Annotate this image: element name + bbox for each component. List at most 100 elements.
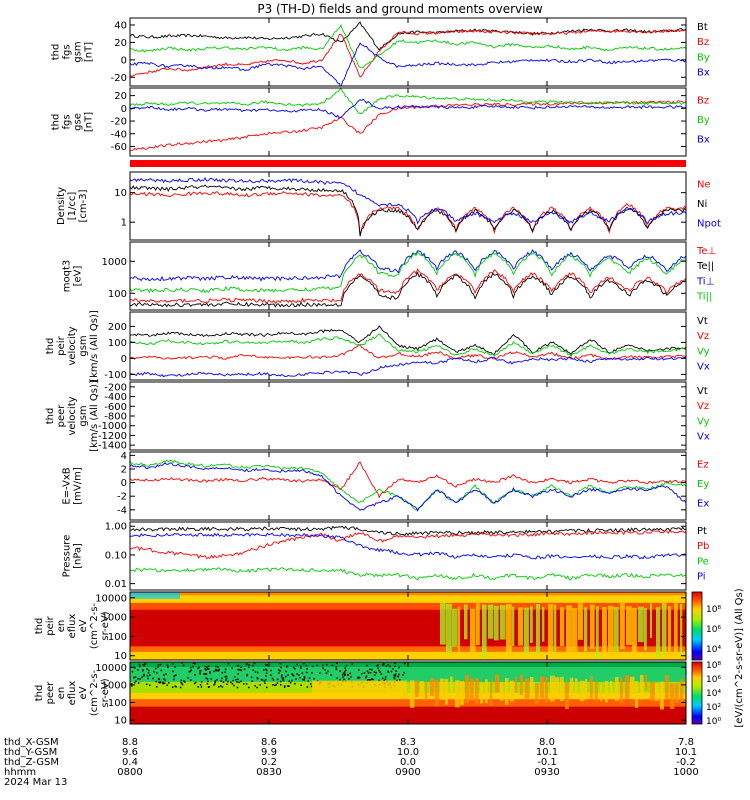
spectrogram-streak xyxy=(485,679,488,704)
spectrogram-streak xyxy=(536,604,540,655)
spectrogram-speck xyxy=(141,676,143,678)
spectrogram-speck xyxy=(253,662,256,665)
y-axis-label-line: thd xyxy=(51,114,62,131)
spectrogram-speck xyxy=(270,669,272,672)
spectrogram-streak xyxy=(566,605,572,654)
y-axis-label-line: [nPa] xyxy=(73,543,84,569)
spectrogram-streak xyxy=(506,603,512,654)
spectrogram-speck xyxy=(347,674,349,676)
spectrogram-image xyxy=(130,662,686,724)
spectrogram-speck xyxy=(276,678,279,681)
spectrogram-streak xyxy=(470,608,476,654)
spectrogram-speck xyxy=(343,678,345,681)
spectrogram-band xyxy=(130,693,686,700)
legend-entry: Pb xyxy=(697,541,709,552)
y-tick-label: -1400 xyxy=(98,441,127,452)
y-axis-label-line: thd xyxy=(45,408,56,425)
spectrogram-speck xyxy=(189,670,191,673)
spectrogram-speck xyxy=(133,676,135,679)
spectrogram-speck xyxy=(133,682,136,684)
spectrogram-streak xyxy=(548,603,554,653)
spectrogram-speck xyxy=(371,678,373,680)
legend-entry: Bz xyxy=(697,37,709,48)
spectrogram-speck xyxy=(218,686,220,688)
spectrogram-speck xyxy=(225,677,228,680)
spectrogram-speck xyxy=(373,671,376,673)
spectrogram-speck xyxy=(238,681,240,684)
spectrogram-speck xyxy=(281,674,283,676)
spectrogram-speck xyxy=(162,678,165,680)
spectrogram-streak xyxy=(660,681,664,710)
spectrogram-speck xyxy=(279,670,281,672)
spectrogram-speck xyxy=(200,686,203,688)
y-tick-label: 20 xyxy=(114,91,127,102)
legend-entry: Pi xyxy=(697,571,706,582)
spectrogram-speck xyxy=(381,677,384,680)
spectrogram-speck xyxy=(188,671,191,673)
legend-entry: Bx xyxy=(697,134,710,145)
spectrogram-speck xyxy=(366,679,369,681)
spectrogram-speck xyxy=(160,669,163,672)
spectrogram-streak xyxy=(575,678,578,695)
y-axis-label-line: E=-VxB xyxy=(62,467,73,504)
y-tick-label: 100 xyxy=(108,289,127,300)
spectrogram-speck xyxy=(166,664,169,666)
spectrogram-speck xyxy=(224,668,227,671)
y-tick-label: 1.00 xyxy=(105,522,127,533)
spectrogram-speck xyxy=(387,663,390,666)
x-tick-label: 9.9 xyxy=(261,747,277,758)
spectrogram-streak xyxy=(512,606,515,647)
y-axis-label-line: moqt3 xyxy=(62,260,73,293)
spectrogram-streak xyxy=(495,674,500,693)
spectrogram-speck xyxy=(279,663,282,665)
legend-entry: Ne xyxy=(697,180,711,191)
spectrogram-speck xyxy=(308,677,311,679)
spectrogram-streak xyxy=(415,680,419,697)
spectrogram-speck xyxy=(263,680,266,682)
spectrogram-speck xyxy=(181,683,184,686)
colorbar-bottom xyxy=(691,661,703,725)
spectrogram-speck xyxy=(335,668,338,670)
spectrogram-streak xyxy=(645,674,648,691)
spectrogram-speck xyxy=(384,676,387,678)
spectrogram-speck xyxy=(137,682,140,684)
spectrogram-speck xyxy=(303,679,306,681)
x-tick-label: 8.8 xyxy=(122,737,138,748)
spectrogram-speck xyxy=(213,684,215,686)
spectrogram-speck xyxy=(246,674,248,677)
spectrogram-speck xyxy=(148,684,151,687)
y-axis-label-line: (cm^2-s- xyxy=(89,669,100,716)
spectrogram-streak xyxy=(680,679,684,704)
spectrogram-speck xyxy=(199,670,201,672)
colorbar-tick-label: 10⁶ xyxy=(706,675,721,685)
spectrogram-speck xyxy=(300,667,302,669)
spectrogram-speck xyxy=(159,663,162,666)
spectrogram-speck xyxy=(327,670,329,673)
spectrogram-speck xyxy=(266,686,268,689)
spectrogram-speck xyxy=(369,679,372,681)
spectrogram-speck xyxy=(181,682,183,685)
spectrogram-speck xyxy=(235,678,237,681)
spectrogram-streak xyxy=(675,683,679,704)
spectrogram-speck xyxy=(344,673,346,676)
spectrogram-speck xyxy=(240,669,243,672)
spectrogram-speck xyxy=(298,674,300,676)
legend-entry: Ti|| xyxy=(696,291,712,302)
spectrogram-streak xyxy=(480,682,484,704)
spectrogram-speck xyxy=(144,663,147,665)
spectrogram-speck xyxy=(139,665,141,668)
x-axis-labels: thd_X-GSM 8.8 8.6 8.3 8.0 7.8 thd_Y-GSM 9.6 9.9 1… xyxy=(4,737,699,788)
spectrogram-speck xyxy=(265,664,267,666)
spectrogram-streak xyxy=(518,607,524,646)
spectrogram-speck xyxy=(172,670,174,673)
spectrogram-speck xyxy=(398,673,400,676)
x-tick-label: 10.0 xyxy=(397,747,419,758)
spectrogram-speck xyxy=(139,678,141,680)
spectrogram-streak xyxy=(560,676,564,702)
colorbar-top xyxy=(691,591,703,661)
spectrogram-speck xyxy=(149,674,151,676)
y-tick-label: 2 xyxy=(121,465,127,476)
x-tick-label: 0.0 xyxy=(400,757,416,768)
series-line-Bx xyxy=(130,42,686,86)
